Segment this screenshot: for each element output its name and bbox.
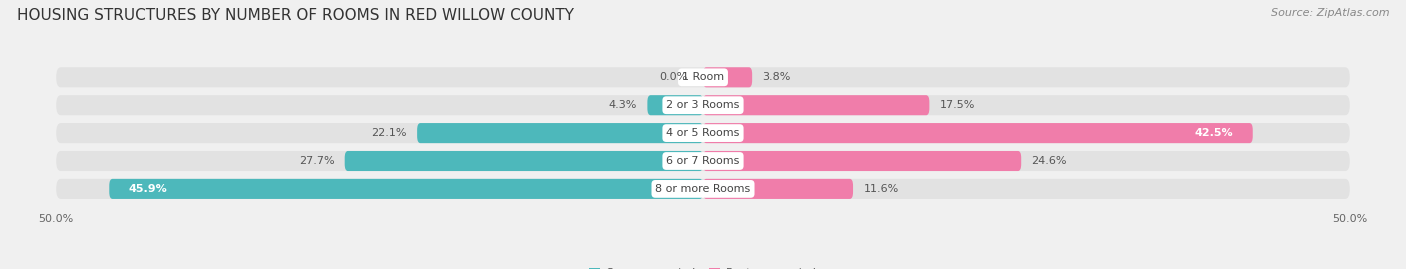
FancyBboxPatch shape: [647, 95, 703, 115]
FancyBboxPatch shape: [56, 123, 1350, 143]
Text: 27.7%: 27.7%: [298, 156, 335, 166]
Text: 42.5%: 42.5%: [1195, 128, 1233, 138]
FancyBboxPatch shape: [56, 67, 1350, 87]
FancyBboxPatch shape: [703, 123, 1253, 143]
FancyBboxPatch shape: [703, 151, 1021, 171]
Text: 3.8%: 3.8%: [762, 72, 792, 82]
Text: Source: ZipAtlas.com: Source: ZipAtlas.com: [1271, 8, 1389, 18]
Text: 45.9%: 45.9%: [129, 184, 167, 194]
FancyBboxPatch shape: [110, 179, 703, 199]
Legend: Owner-occupied, Renter-occupied: Owner-occupied, Renter-occupied: [585, 263, 821, 269]
FancyBboxPatch shape: [418, 123, 703, 143]
Text: 4 or 5 Rooms: 4 or 5 Rooms: [666, 128, 740, 138]
Text: 11.6%: 11.6%: [863, 184, 898, 194]
FancyBboxPatch shape: [56, 179, 1350, 199]
Text: 17.5%: 17.5%: [939, 100, 976, 110]
Text: 22.1%: 22.1%: [371, 128, 406, 138]
Text: 0.0%: 0.0%: [659, 72, 688, 82]
FancyBboxPatch shape: [56, 151, 1350, 171]
FancyBboxPatch shape: [56, 95, 1350, 115]
Text: HOUSING STRUCTURES BY NUMBER OF ROOMS IN RED WILLOW COUNTY: HOUSING STRUCTURES BY NUMBER OF ROOMS IN…: [17, 8, 574, 23]
FancyBboxPatch shape: [344, 151, 703, 171]
Text: 1 Room: 1 Room: [682, 72, 724, 82]
FancyBboxPatch shape: [703, 179, 853, 199]
FancyBboxPatch shape: [703, 67, 752, 87]
Text: 8 or more Rooms: 8 or more Rooms: [655, 184, 751, 194]
Text: 2 or 3 Rooms: 2 or 3 Rooms: [666, 100, 740, 110]
Text: 6 or 7 Rooms: 6 or 7 Rooms: [666, 156, 740, 166]
Text: 24.6%: 24.6%: [1032, 156, 1067, 166]
Text: 4.3%: 4.3%: [609, 100, 637, 110]
FancyBboxPatch shape: [703, 95, 929, 115]
